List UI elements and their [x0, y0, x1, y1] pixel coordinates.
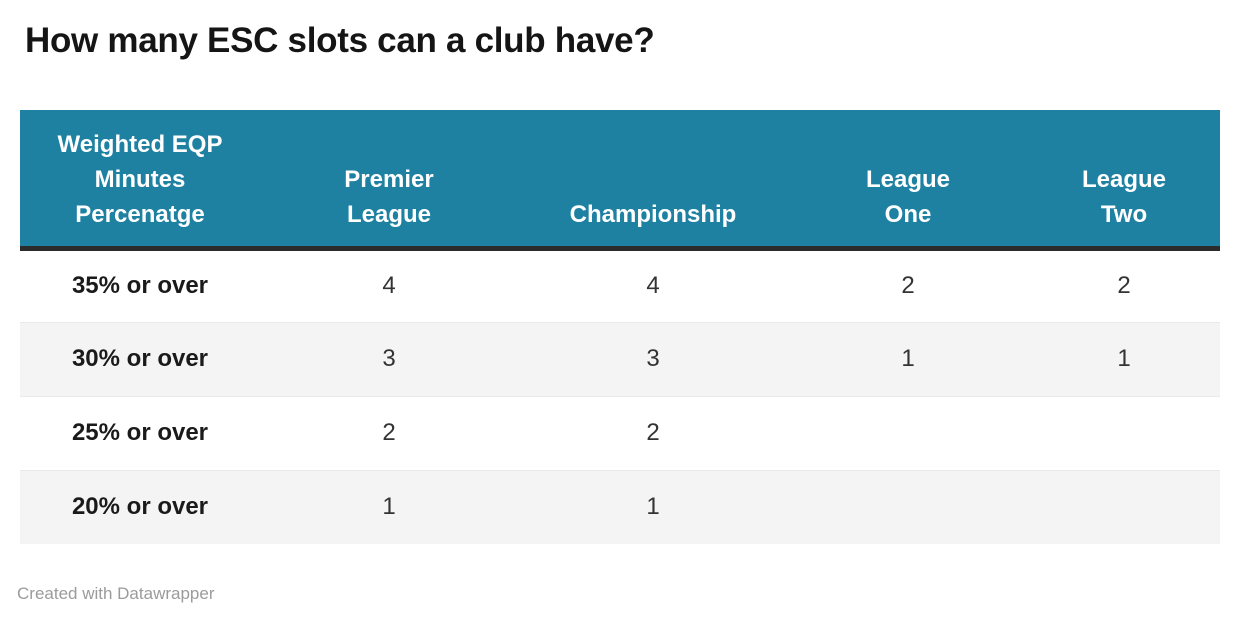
table-cell: 1 [1028, 321, 1220, 396]
column-header-championship: Championship [518, 110, 788, 251]
table-cell: 2 [901, 272, 915, 299]
table-row-20pct: 20% or over 1 1 [20, 469, 1220, 544]
row-label: 35% or over [71, 272, 209, 299]
table-cell: 3 [518, 321, 788, 396]
column-header-league-two: League Two [1028, 110, 1220, 251]
column-header-premier-league: Premier League [260, 110, 518, 251]
table-row-35pct: 35% or over 4 4 2 2 [20, 248, 1220, 322]
table-cell: 4 [646, 272, 660, 299]
row-label: 30% or over [20, 321, 260, 396]
table-cell: 3 [260, 321, 518, 396]
table-cell: 1 [788, 321, 1028, 396]
table-cell: 1 [518, 469, 788, 544]
chart-title: How many ESC slots can a club have? [25, 21, 655, 60]
header-row: Weighted EQP Minutes Percenatge Premier … [20, 110, 1220, 251]
table-cell [1028, 469, 1220, 544]
row-label: 25% or over [20, 395, 260, 470]
datawrapper-credit-link[interactable]: Created with Datawrapper [17, 584, 215, 603]
esc-slots-table: Weighted EQP Minutes Percenatge Premier … [20, 110, 1220, 544]
table-row-30pct: 30% or over 3 3 1 1 [20, 321, 1220, 396]
column-header-league-one: League One [788, 110, 1028, 251]
table-row-25pct: 25% or over 2 2 [20, 395, 1220, 470]
table-cell: 2 [260, 395, 518, 470]
table-cell [1028, 395, 1220, 470]
row-label: 20% or over [20, 469, 260, 544]
table-cell [788, 395, 1028, 470]
table-cell: 1 [260, 469, 518, 544]
column-header-weighted-eqp-minutes-percentage: Weighted EQP Minutes Percenatge [20, 110, 260, 251]
table-cell: 4 [382, 272, 396, 299]
table-cell [788, 469, 1028, 544]
table-cell: 2 [518, 395, 788, 470]
table-cell: 2 [1117, 272, 1131, 299]
